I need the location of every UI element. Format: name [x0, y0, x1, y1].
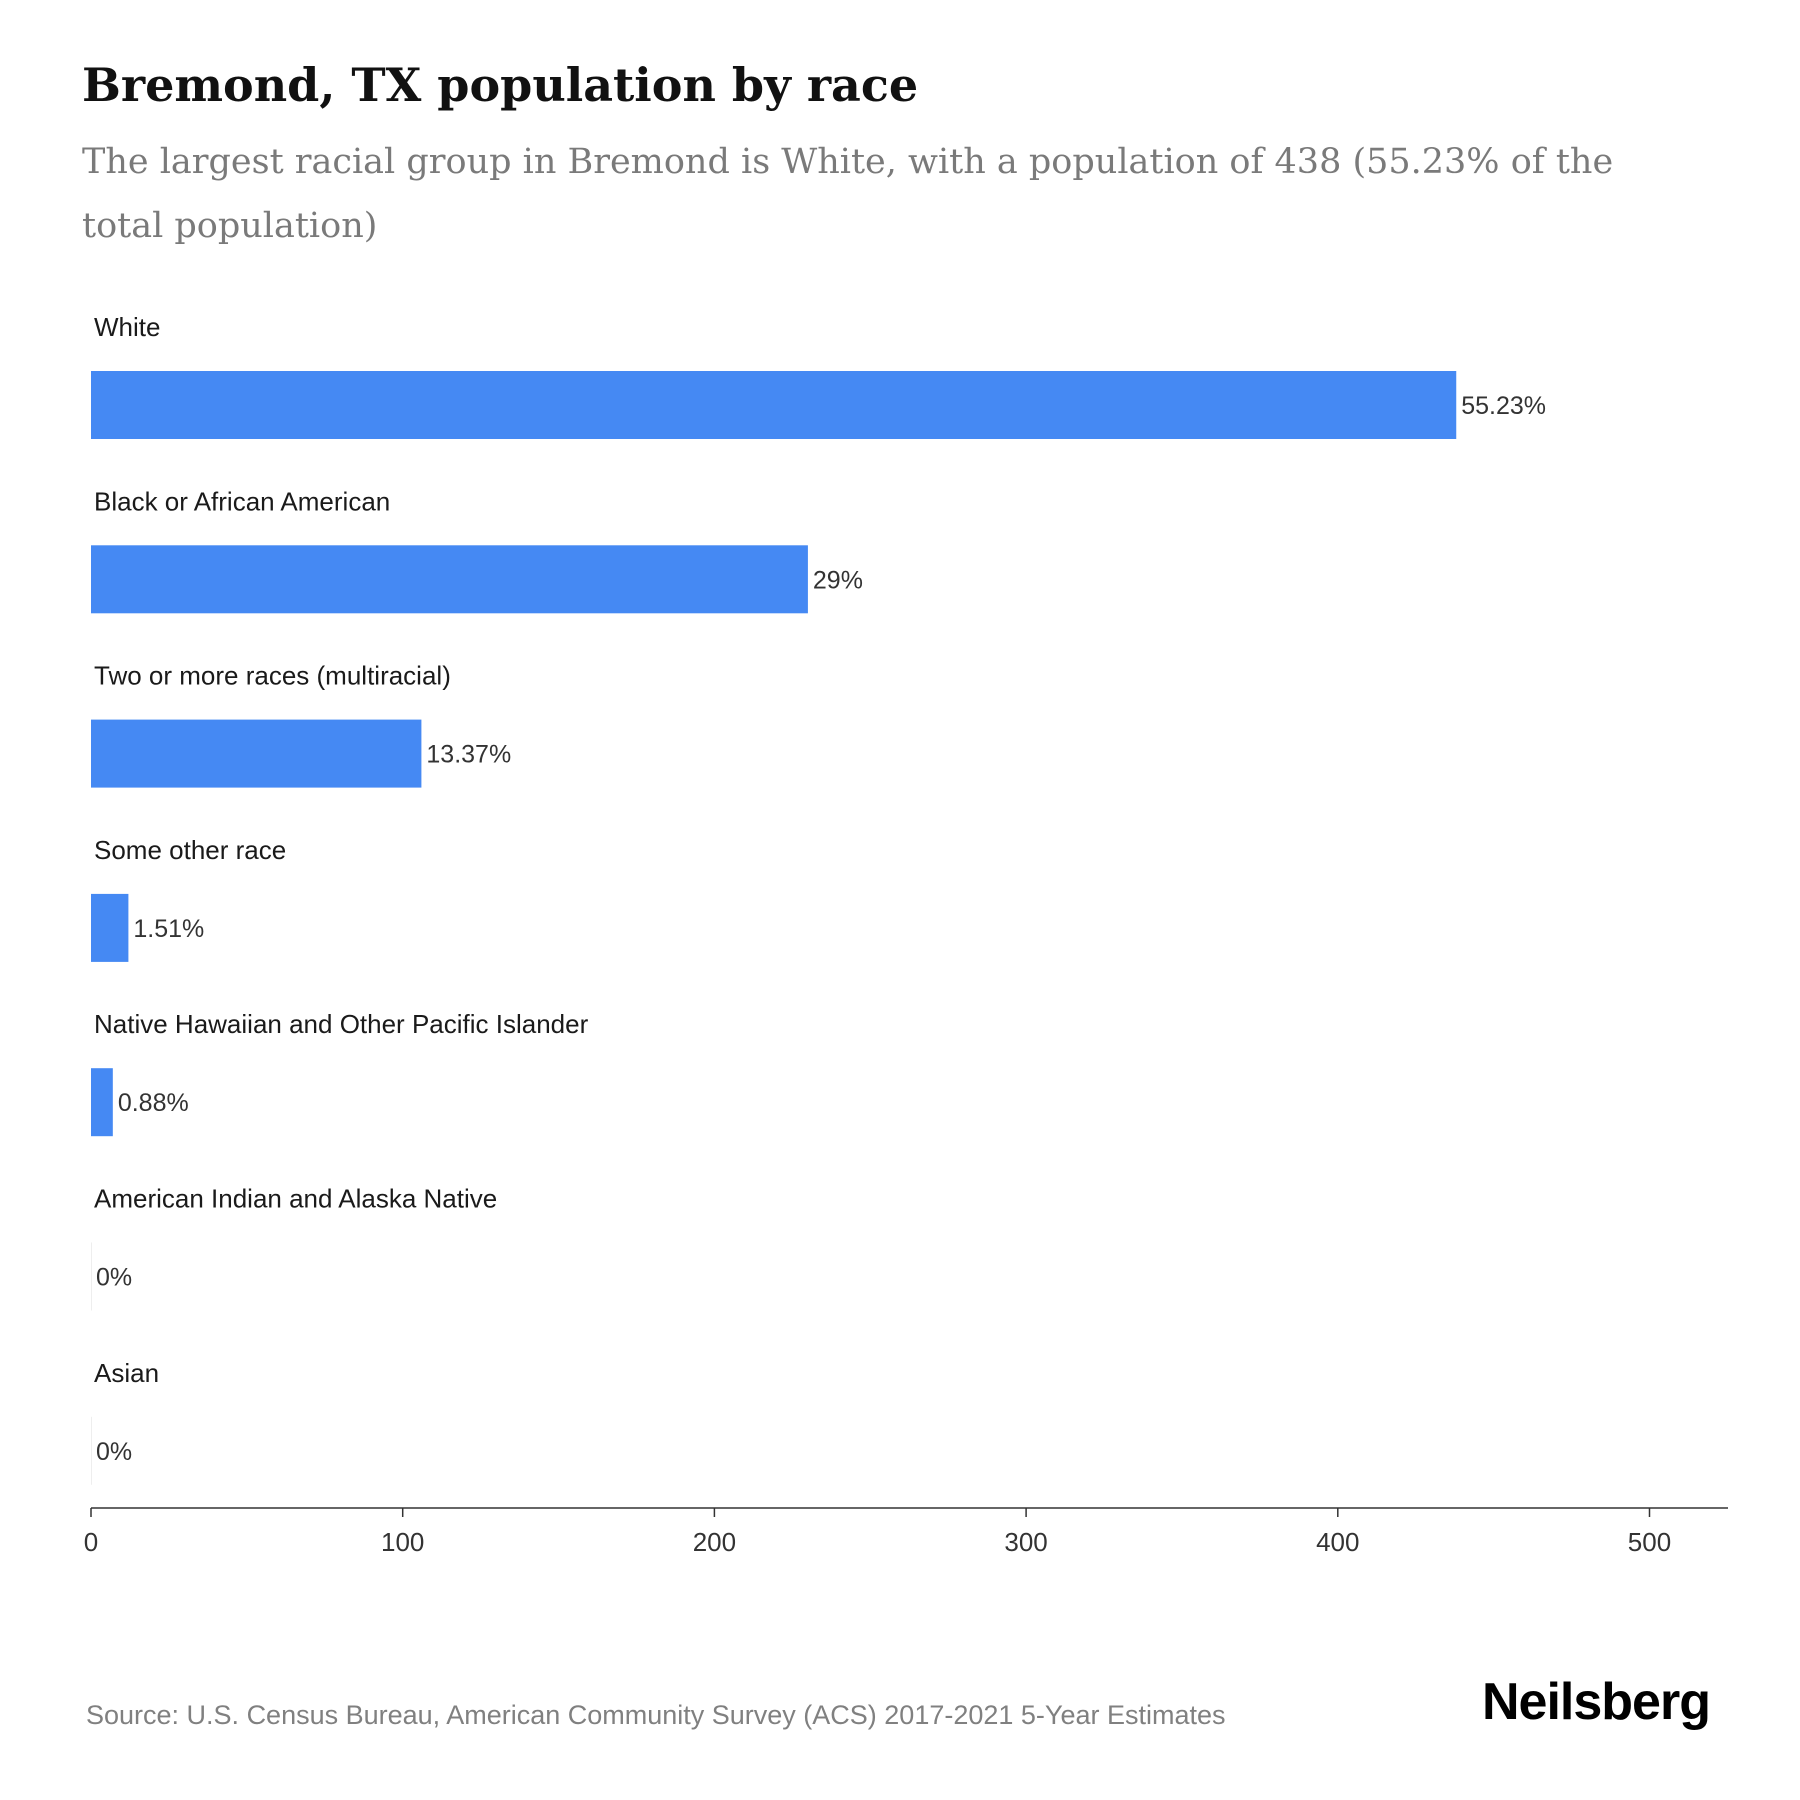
- x-tick-label: 100: [381, 1527, 424, 1557]
- bar: [91, 1068, 113, 1137]
- category-label: Asian: [94, 1358, 159, 1388]
- data-label: 29%: [813, 566, 863, 594]
- data-label: 55.23%: [1461, 392, 1546, 420]
- category-label: White: [94, 312, 160, 342]
- bar: [91, 1242, 92, 1311]
- bars-layer: White 55.23% Black or African American 29% T…: [91, 312, 1546, 1485]
- x-tick-label: 200: [693, 1527, 736, 1557]
- data-label: 13.37%: [426, 741, 511, 769]
- category-label: American Indian and Alaska Native: [94, 1184, 497, 1214]
- x-tick-label: 500: [1628, 1527, 1671, 1557]
- x-axis: 0 100 200 300 400 500: [84, 1507, 1728, 1557]
- category-label: Two or more races (multiracial): [94, 661, 451, 691]
- data-label: 0%: [96, 1438, 132, 1466]
- x-tick-label: 300: [1004, 1527, 1047, 1557]
- x-tick-label: 400: [1316, 1527, 1359, 1557]
- category-label: Black or African American: [94, 486, 390, 516]
- bar: [91, 545, 808, 614]
- bar: [91, 719, 422, 788]
- bar: [91, 893, 129, 962]
- chart-title: Bremond, TX population by race: [82, 58, 919, 112]
- brand-logo: Neilsberg: [1482, 1673, 1711, 1731]
- category-label: Native Hawaiian and Other Pacific Island…: [94, 1009, 589, 1039]
- bar: [91, 1416, 92, 1485]
- category-label: Some other race: [94, 835, 286, 865]
- bar: [91, 371, 1457, 439]
- data-label: 0%: [96, 1264, 132, 1292]
- data-label: 1.51%: [133, 915, 204, 943]
- data-label: 0.88%: [118, 1089, 189, 1117]
- chart-subtitle: The largest racial group in Bremond is W…: [82, 142, 1614, 246]
- source-note: Source: U.S. Census Bureau, American Com…: [86, 1700, 1226, 1730]
- x-tick-label: 0: [84, 1527, 98, 1557]
